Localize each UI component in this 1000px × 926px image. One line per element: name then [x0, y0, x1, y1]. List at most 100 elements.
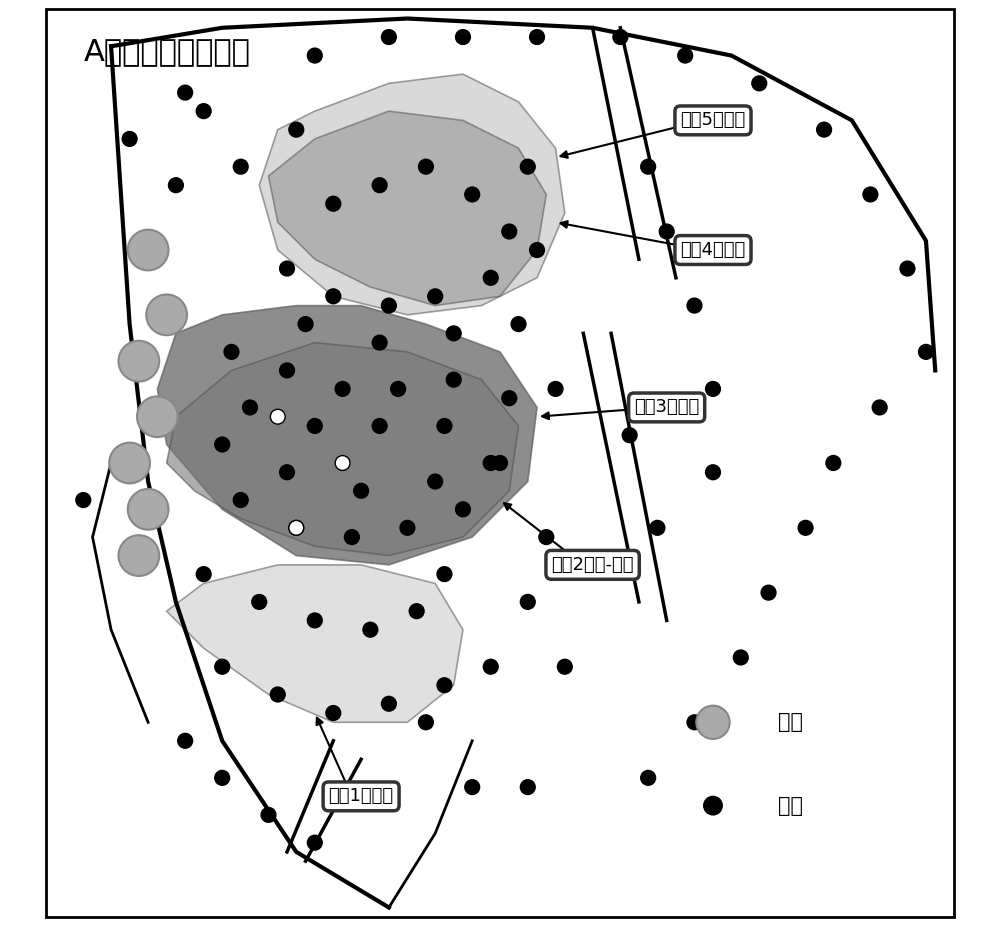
Circle shape	[270, 687, 285, 702]
Circle shape	[696, 706, 730, 739]
Polygon shape	[157, 306, 537, 565]
Circle shape	[678, 48, 693, 63]
Polygon shape	[259, 74, 565, 315]
Circle shape	[817, 122, 832, 137]
Circle shape	[456, 30, 470, 44]
Circle shape	[146, 294, 187, 335]
Circle shape	[354, 483, 369, 498]
Circle shape	[900, 261, 915, 276]
Circle shape	[520, 780, 535, 795]
Circle shape	[307, 419, 322, 433]
Text: A块受效区域划分图: A块受效区域划分图	[83, 37, 250, 66]
Text: 区域2（中-强）: 区域2（中-强）	[551, 556, 634, 574]
Circle shape	[196, 104, 211, 119]
Circle shape	[326, 289, 341, 304]
Circle shape	[178, 85, 193, 100]
Circle shape	[76, 493, 91, 507]
Circle shape	[483, 270, 498, 285]
Circle shape	[613, 30, 628, 44]
Circle shape	[252, 594, 267, 609]
Circle shape	[446, 326, 461, 341]
Circle shape	[465, 780, 480, 795]
Circle shape	[307, 613, 322, 628]
Circle shape	[761, 585, 776, 600]
Circle shape	[118, 535, 159, 576]
Circle shape	[704, 796, 722, 815]
Circle shape	[280, 261, 294, 276]
Circle shape	[289, 520, 304, 535]
Circle shape	[919, 344, 933, 359]
Text: 油井: 油井	[778, 795, 803, 816]
Circle shape	[483, 456, 498, 470]
Circle shape	[493, 456, 507, 470]
Circle shape	[224, 344, 239, 359]
Circle shape	[659, 224, 674, 239]
Circle shape	[826, 456, 841, 470]
Circle shape	[456, 502, 470, 517]
Text: 区域4（中）: 区域4（中）	[680, 241, 746, 259]
Text: 区域1（中）: 区域1（中）	[329, 787, 394, 806]
Circle shape	[530, 243, 544, 257]
Circle shape	[326, 706, 341, 720]
Circle shape	[372, 178, 387, 193]
Circle shape	[419, 159, 433, 174]
Circle shape	[641, 159, 656, 174]
Circle shape	[168, 178, 183, 193]
Circle shape	[215, 437, 230, 452]
Circle shape	[446, 372, 461, 387]
Circle shape	[483, 659, 498, 674]
Circle shape	[706, 382, 720, 396]
Circle shape	[280, 465, 294, 480]
Circle shape	[122, 131, 137, 146]
Circle shape	[465, 187, 480, 202]
Circle shape	[502, 224, 517, 239]
Circle shape	[196, 567, 211, 582]
Circle shape	[520, 594, 535, 609]
Circle shape	[650, 520, 665, 535]
Polygon shape	[167, 343, 519, 556]
Circle shape	[372, 335, 387, 350]
Circle shape	[502, 391, 517, 406]
Circle shape	[733, 650, 748, 665]
Circle shape	[530, 30, 544, 44]
Circle shape	[409, 604, 424, 619]
Circle shape	[428, 474, 443, 489]
Circle shape	[622, 428, 637, 443]
Circle shape	[335, 382, 350, 396]
Circle shape	[687, 715, 702, 730]
Circle shape	[233, 493, 248, 507]
Circle shape	[539, 530, 554, 544]
Circle shape	[437, 419, 452, 433]
Circle shape	[706, 465, 720, 480]
Circle shape	[372, 419, 387, 433]
Circle shape	[215, 770, 230, 785]
Circle shape	[437, 678, 452, 693]
Circle shape	[548, 382, 563, 396]
Text: 区域3（强）: 区域3（强）	[634, 398, 699, 417]
Circle shape	[520, 159, 535, 174]
Polygon shape	[268, 111, 546, 306]
Circle shape	[215, 659, 230, 674]
Circle shape	[752, 76, 767, 91]
Circle shape	[261, 807, 276, 822]
Circle shape	[511, 317, 526, 332]
Circle shape	[326, 196, 341, 211]
Circle shape	[298, 317, 313, 332]
Circle shape	[872, 400, 887, 415]
Circle shape	[289, 122, 304, 137]
Circle shape	[280, 363, 294, 378]
Circle shape	[428, 289, 443, 304]
Circle shape	[118, 341, 159, 382]
Circle shape	[233, 159, 248, 174]
Circle shape	[437, 567, 452, 582]
Circle shape	[344, 530, 359, 544]
Circle shape	[400, 520, 415, 535]
Text: 火井: 火井	[778, 712, 803, 732]
Circle shape	[641, 770, 656, 785]
Circle shape	[363, 622, 378, 637]
Circle shape	[270, 409, 285, 424]
Circle shape	[557, 659, 572, 674]
Circle shape	[243, 400, 257, 415]
Circle shape	[381, 696, 396, 711]
Circle shape	[307, 835, 322, 850]
